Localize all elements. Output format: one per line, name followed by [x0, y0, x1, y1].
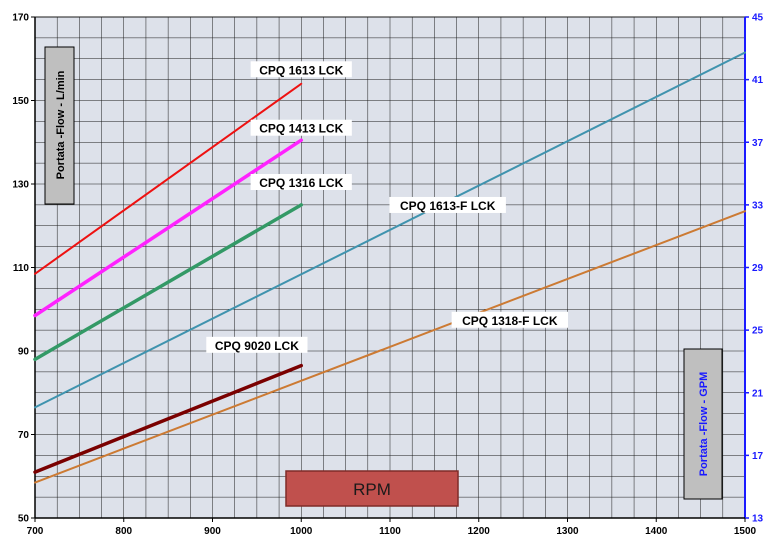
series-line [33, 363, 303, 474]
series-label-background [389, 196, 506, 213]
series-label-background [206, 336, 308, 353]
series-label: CPQ 9020 LCK [215, 339, 299, 353]
x-axis-tick-label: 700 [27, 526, 44, 537]
series-lines [33, 51, 746, 484]
right-axis-tick-label: 33 [752, 200, 764, 211]
x-axis-title-text: RPM [353, 480, 391, 499]
right-axis-tick-label: 29 [752, 263, 764, 274]
right-axis-tick-label: 21 [752, 388, 764, 399]
x-axis-tick-label: 1300 [556, 526, 579, 537]
x-axis-tick-label: 800 [115, 526, 132, 537]
series-label: CPQ 1316 LCK [259, 176, 343, 190]
right-axis-tick-label: 37 [752, 138, 764, 149]
series-labels: CPQ 1613 LCK CPQ 1413 LCK CPQ 1316 LCK CPQ … [206, 61, 569, 353]
left-axis-title-text: Portata -Flow - L/min [55, 70, 67, 179]
series-line [33, 203, 303, 362]
left-axis-tick-label: 150 [12, 96, 29, 107]
x-axis-title-box [285, 470, 459, 507]
x-axis-tick-label: 900 [204, 526, 221, 537]
series-label-background [250, 174, 352, 190]
left-axis-tick-label: 130 [12, 180, 29, 191]
right-axis-title: Portata -Flow - GPM [683, 348, 723, 500]
x-axis-tick-label: 1100 [379, 526, 401, 537]
left-axis-title-box [44, 46, 75, 205]
right-axis-title-text: Portata -Flow - GPM [698, 372, 710, 477]
x-axis-tick-label: 1200 [468, 526, 491, 537]
right-axis-tick-label: 25 [752, 326, 764, 337]
right-axis-tick-label: 13 [752, 514, 764, 525]
series-line [33, 138, 303, 318]
series-label: CPQ 1613 LCK [259, 63, 343, 77]
right-axis-ticks: 13 17 21 25 29 33 37 41 45 [744, 13, 764, 525]
x-axis-tick-label: 1500 [734, 526, 757, 537]
left-axis-tick-label: 50 [18, 514, 30, 525]
series-label: CPQ 1318-F LCK [462, 314, 558, 328]
x-axis-title: RPM [285, 470, 459, 507]
left-axis-ticks: 50 70 90 110 130 150 170 [12, 13, 36, 525]
x-axis-tick-label: 1400 [645, 526, 668, 537]
series-label: CPQ 1613-F LCK [400, 199, 496, 213]
grid-lines [35, 17, 745, 518]
series-line [34, 210, 746, 484]
series-line [34, 82, 303, 275]
right-axis-title-box [683, 348, 723, 500]
left-axis-tick-label: 170 [12, 13, 29, 24]
right-axis-tick-label: 45 [752, 13, 764, 24]
left-axis-tick-label: 70 [18, 430, 30, 441]
left-axis-title: Portata -Flow - L/min [44, 46, 75, 205]
series-line [34, 51, 746, 409]
series-label-background [250, 119, 352, 136]
series-label-background [451, 311, 569, 328]
right-axis-tick-label: 41 [752, 75, 764, 86]
x-axis-tick-label: 1000 [290, 526, 313, 537]
right-axis-tick-label: 17 [752, 451, 764, 462]
series-label-background [250, 61, 352, 78]
left-axis-tick-label: 90 [18, 347, 30, 358]
series-label: CPQ 1413 LCK [259, 122, 343, 136]
x-axis-ticks: 700 800 900 1000 1100 1200 1300 1400 1500 [27, 517, 757, 537]
left-axis-tick-label: 110 [13, 263, 30, 274]
